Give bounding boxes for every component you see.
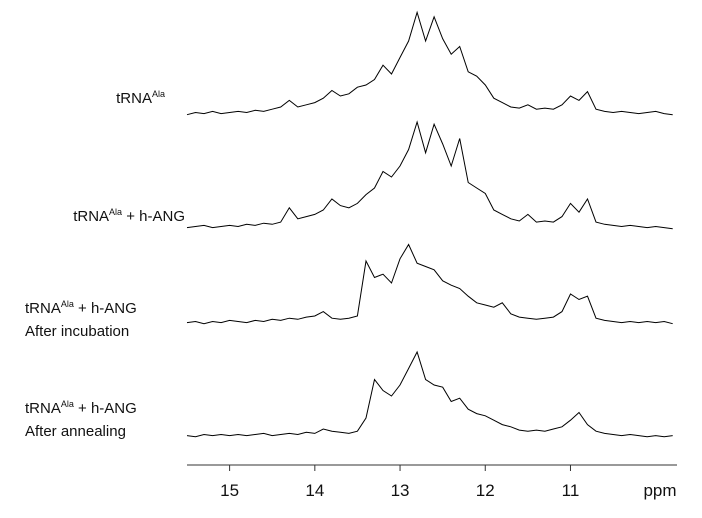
trace-label: tRNAAla + h-ANG <box>25 299 137 317</box>
label-superscript: Ala <box>61 399 74 409</box>
label-superscript: Ala <box>152 89 165 99</box>
x-tick-label: 14 <box>305 481 324 500</box>
label-text: tRNA <box>25 300 61 317</box>
trace-label: tRNAAla <box>116 89 165 107</box>
label-text: + h-ANG <box>74 300 137 317</box>
trace-label: tRNAAla + h-ANG <box>25 399 137 417</box>
trace-label: tRNAAla + h-ANG <box>73 207 185 225</box>
spectrum-trace <box>186 243 673 325</box>
x-tick-label: 12 <box>476 481 495 500</box>
x-tick-label: 11 <box>562 481 580 500</box>
trace-label: After incubation <box>25 323 129 340</box>
label-text: + h-ANG <box>74 400 137 417</box>
label-text: After incubation <box>25 323 129 340</box>
label-text: + h-ANG <box>122 208 185 225</box>
x-axis-label: ppm <box>643 481 676 500</box>
label-text: tRNA <box>25 400 61 417</box>
x-tick-label: 13 <box>391 481 410 500</box>
label-superscript: Ala <box>61 299 74 309</box>
spectrum-trace <box>186 120 673 230</box>
x-tick-label: 15 <box>220 481 239 500</box>
label-superscript: Ala <box>109 207 122 217</box>
label-text: tRNA <box>116 90 152 107</box>
label-text: After annealing <box>25 423 126 440</box>
spectrum-trace <box>186 350 673 438</box>
label-text: tRNA <box>73 208 109 225</box>
trace-label: After annealing <box>25 423 126 440</box>
spectrum-trace <box>186 10 673 116</box>
